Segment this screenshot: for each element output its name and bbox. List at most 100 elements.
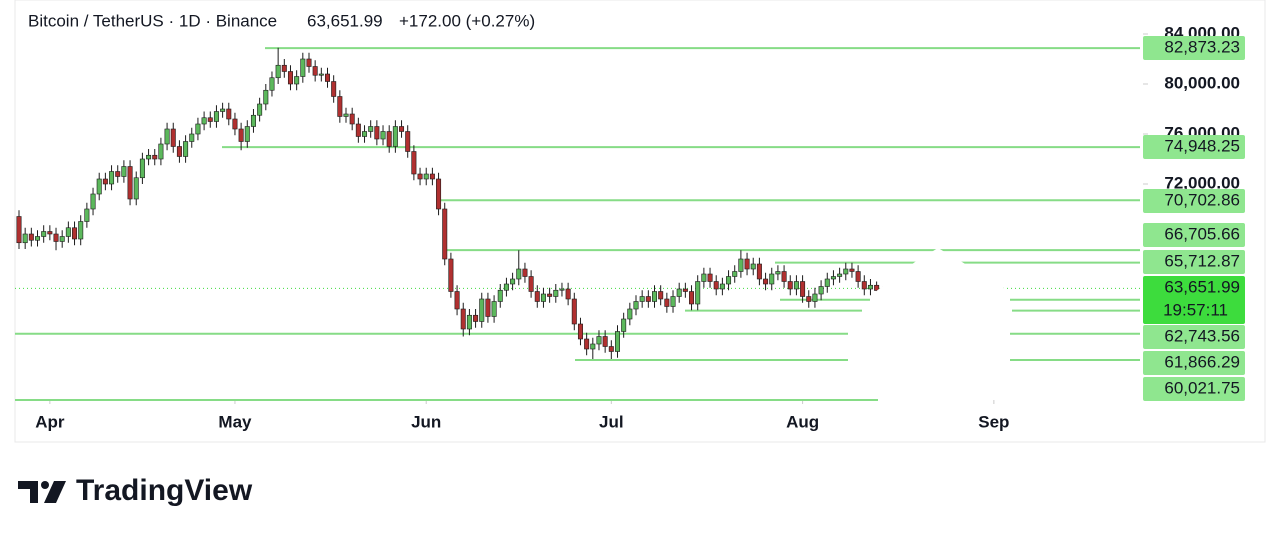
candle-body (436, 178, 442, 210)
candle-body (695, 281, 701, 305)
candle-body (528, 276, 534, 292)
candle-body (250, 114, 256, 127)
candle-body (213, 111, 219, 122)
candle-body (448, 258, 454, 292)
candle-body (577, 323, 583, 340)
candle-body (454, 291, 460, 310)
candle-body (608, 346, 614, 352)
candle-body (682, 288, 688, 292)
candle-body (96, 178, 102, 195)
last-price-bg (1143, 276, 1245, 324)
candle-body (201, 117, 207, 125)
candle-body (503, 283, 509, 291)
candle-body (269, 77, 275, 91)
candle-body (763, 278, 769, 285)
countdown: 19:57:11 (1163, 300, 1228, 319)
price-label: 61,866.29 (1164, 352, 1240, 371)
candle-body (263, 89, 269, 105)
candle-body (275, 64, 281, 79)
candle-body (158, 143, 164, 160)
candle-body (614, 331, 620, 352)
overlay-shape (875, 248, 1010, 400)
candle-body (417, 173, 423, 180)
candle-body (405, 131, 411, 152)
candle-body (72, 227, 78, 240)
candle-body (602, 336, 608, 347)
candle-body (485, 298, 491, 317)
candle-body (281, 64, 287, 72)
candle-body (633, 301, 639, 310)
candle-body (109, 171, 115, 185)
candle-body (318, 73, 324, 76)
candle-body (571, 298, 577, 325)
candle-body (183, 141, 189, 157)
candle-body (238, 128, 244, 142)
candle-body (429, 173, 435, 180)
x-tick-label: Jun (411, 412, 441, 431)
candle-body (497, 289, 503, 302)
candle-body (769, 273, 775, 285)
brand: TradingView (76, 474, 253, 507)
candle-body (368, 126, 374, 132)
candle-body (176, 146, 182, 157)
candle-body (146, 154, 152, 160)
candle-body (590, 343, 596, 350)
candle-body (775, 271, 781, 275)
candle-body (491, 301, 497, 317)
x-tick-label: Aug (786, 412, 819, 431)
candle-body (53, 233, 59, 242)
y-tick-label: 72,000.00 (1164, 173, 1240, 192)
candle-body (676, 288, 682, 297)
candle-body (362, 131, 368, 137)
candle-body (534, 291, 540, 302)
candle-body (559, 288, 565, 291)
candle-body (639, 296, 645, 302)
candle-body (874, 284, 880, 291)
price-label: 74,948.25 (1164, 136, 1240, 155)
candle-body (855, 271, 861, 282)
candle-body (837, 273, 843, 277)
candle-body (59, 236, 65, 242)
candle-body (732, 271, 738, 277)
candle-body (787, 281, 793, 290)
candle-body (355, 123, 361, 137)
candle-body (28, 233, 34, 241)
price-label: 70,702.86 (1164, 190, 1240, 209)
symbol-title: Bitcoin / TetherUS · 1D · Binance (28, 11, 277, 30)
candle-body (726, 276, 732, 285)
candle-body (627, 308, 633, 320)
x-tick-label: Apr (35, 412, 65, 431)
candle-body (818, 286, 824, 295)
candle-body (522, 268, 528, 277)
candle-body (540, 293, 546, 302)
candle-body (806, 296, 812, 302)
candle-body (16, 216, 22, 244)
candle-body (133, 177, 139, 200)
price-label-bg (1143, 36, 1245, 60)
candle-body (793, 281, 799, 290)
candle-body (65, 227, 71, 237)
candle-body (707, 273, 713, 282)
y-tick-label: 80,000.00 (1164, 73, 1240, 92)
candle-body (442, 208, 448, 260)
candle-body (652, 291, 658, 302)
candle-body (195, 123, 201, 135)
candle-body (226, 108, 232, 120)
candle-body (867, 284, 873, 290)
candle-body (90, 193, 96, 210)
candle-body (584, 338, 590, 350)
candle-body (164, 128, 170, 145)
candle-body (102, 178, 108, 185)
candle-body (115, 171, 121, 177)
candle-body (460, 308, 466, 330)
candle-body (738, 258, 744, 272)
candle-body (621, 318, 627, 332)
candle-body (78, 221, 84, 240)
candle-body (689, 291, 695, 305)
candle-body (312, 66, 318, 76)
candle-body (324, 73, 330, 82)
candle-body (35, 236, 41, 241)
price-label-bg (1143, 189, 1245, 213)
candle-body (343, 113, 349, 117)
